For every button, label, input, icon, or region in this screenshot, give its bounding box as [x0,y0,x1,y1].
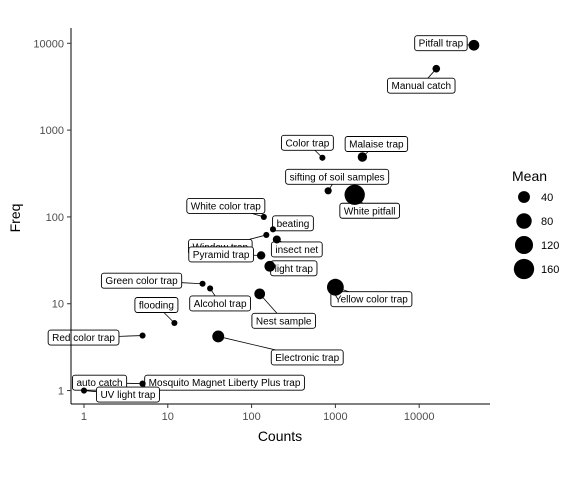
data-point [270,226,276,232]
point-label-text: Mosquito Magnet Liberty Plus trap [149,378,301,389]
data-point [257,251,265,259]
point-label: Nest sample [252,294,316,329]
y-tick-label: 10 [52,299,64,311]
data-point [469,40,480,51]
legend-item: 160 [514,259,560,279]
x-tick-label: 10000 [404,411,435,423]
legend-size-marker [516,213,531,228]
data-point [319,155,325,161]
point-label-text: White color trap [191,201,261,212]
legend-title: Mean [512,168,547,184]
point-label-text: beating [277,219,310,230]
point-label-text: Malaise trap [349,139,404,150]
x-axis-title: Counts [258,428,302,444]
data-point [432,65,440,73]
point-label-text: Pitfall trap [419,39,464,50]
point-label: White color trap [187,198,265,217]
point-label: Alcohol trap [190,288,251,311]
legend-label: 80 [541,216,553,228]
point-label: Pyramid trap [189,247,261,262]
point-label: light trap [270,261,317,276]
point-label-text: Alcohol trap [194,299,247,310]
data-point [263,232,269,238]
point-label-text: Color trap [285,138,329,149]
x-ticks: 1 10 100 1000 10000 [81,404,435,423]
y-axis-title: Freq [7,204,23,233]
point-label-text: flooding [139,300,174,311]
point-label: Color trap [281,135,333,158]
point-labels: Pitfall trap Manual catch Color trap Malais… [48,36,474,402]
y-tick-label: 10000 [33,38,64,50]
data-point [261,214,267,220]
point-label: sifting of soil samples [286,169,389,191]
point-label: Mosquito Magnet Liberty Plus trap [143,375,305,390]
point-label-text: Manual catch [392,81,451,92]
point-label-text: Electronic trap [275,353,339,364]
point-label-text: sifting of soil samples [290,172,385,183]
point-label: Red color trap [48,330,142,345]
data-point [273,235,281,243]
data-point [171,320,177,326]
data-point [200,281,206,287]
data-point [358,152,367,161]
point-label: Manual catch [388,69,455,94]
x-tick-label: 1 [81,411,87,423]
point-label: Green color trap [101,273,202,288]
data-point [207,285,213,291]
x-tick-label: 10 [162,411,174,423]
legend-label: 160 [541,264,559,276]
label-leader-line [182,283,203,284]
data-point [254,288,265,299]
y-tick-label: 1 [58,386,64,398]
data-point [327,279,344,296]
data-point [264,261,275,272]
legend-item: 40 [518,191,553,204]
point-label-text: light trap [275,264,314,275]
point-label: Malaise trap [345,136,407,157]
point-label-text: Nest sample [256,316,312,327]
legend-size-marker [518,191,530,203]
legend-item: 120 [515,236,559,254]
legend-label: 120 [541,240,559,252]
y-tick-label: 100 [46,212,64,224]
legend-items: 40 80 120 160 [514,191,560,279]
legend: Mean 40 80 120 160 [512,168,559,279]
data-point [325,187,332,194]
point-label-text: Pyramid trap [193,250,250,261]
label-leader-line [218,336,275,350]
label-leader-line [119,336,143,337]
legend-size-marker [514,259,534,279]
data-point [140,381,146,387]
legend-label: 40 [541,192,553,204]
legend-item: 80 [516,213,553,228]
point-label-text: UV light trap [100,390,155,401]
point-label-text: insect net [275,245,318,256]
x-tick-label: 100 [242,411,260,423]
y-tick-label: 1000 [40,125,64,137]
point-label: flooding [135,297,178,323]
legend-size-marker [515,236,533,254]
point-label: beating [273,216,314,231]
point-label-text: Yellow color trap [335,295,408,306]
data-point [140,333,146,339]
point-label-text: Green color trap [105,276,178,287]
data-point [81,388,87,394]
point-label-text: White pitfall [344,206,396,217]
data-point [345,185,365,205]
point-label: Pitfall trap [415,36,474,51]
data-point [212,331,224,343]
point-label-text: Red color trap [52,333,115,344]
point-label: Electronic trap [218,336,343,365]
x-tick-label: 1000 [323,411,347,423]
